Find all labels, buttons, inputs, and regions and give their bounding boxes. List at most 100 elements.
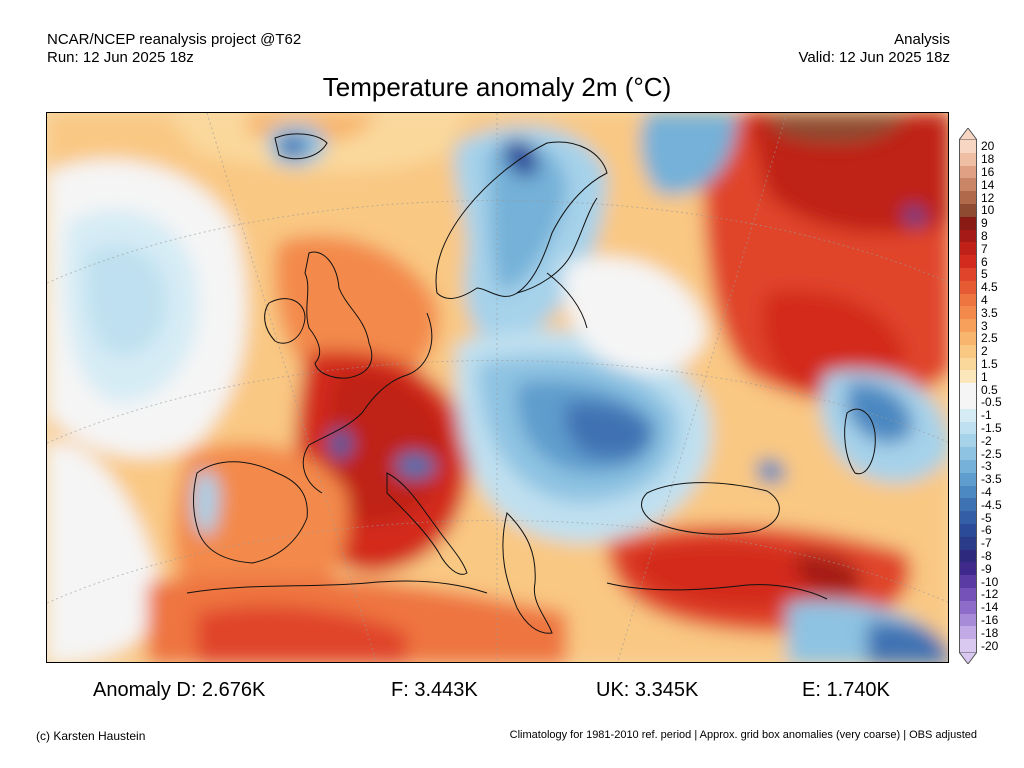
- legend-label: -3.5: [981, 472, 1002, 487]
- legend-swatch: [959, 447, 977, 461]
- legend-label: 10: [981, 203, 995, 218]
- legend-swatch: [959, 280, 977, 295]
- header-right: Analysis Valid: 12 Jun 2025 18z: [798, 31, 950, 67]
- legend-label: -1: [981, 408, 992, 423]
- legend-label: 1.5: [981, 357, 998, 371]
- mode-label: Analysis: [894, 31, 950, 48]
- legend-label: -2: [981, 433, 992, 448]
- legend-swatch: [959, 639, 977, 653]
- legend-swatch: [959, 396, 977, 410]
- legend-label: -1.5: [981, 421, 1002, 435]
- color-legend: 20 18 16 14 12 10 9 8 7 6 5 4.5 4 3.5 3 2.5 2 1.5 1 0.5 -0.5…: [959, 128, 1019, 664]
- legend-top-arrow: [959, 128, 977, 140]
- legend-label: 14: [981, 177, 995, 192]
- legend-swatch: [959, 549, 977, 563]
- legend-swatch: [959, 498, 977, 512]
- anomaly-field: [47, 113, 948, 662]
- legend-label: -9: [981, 561, 992, 576]
- header-left: NCAR/NCEP reanalysis project @T62 Run: 1…: [47, 31, 301, 67]
- legend-swatch: [959, 588, 977, 602]
- legend-label: 3.5: [981, 305, 998, 320]
- legend-swatch: [959, 293, 977, 307]
- legend-label: -12: [981, 587, 999, 602]
- legend-swatch: [959, 600, 977, 615]
- legend-label: 5: [981, 267, 988, 282]
- legend-label: -8: [981, 549, 992, 563]
- legend-swatch: [959, 178, 977, 192]
- legend-swatch: [959, 485, 977, 499]
- legend-swatch: [959, 460, 977, 474]
- legend-label: 0.5: [981, 382, 998, 397]
- legend-label: 16: [981, 165, 995, 179]
- legend-label: 2.5: [981, 331, 998, 346]
- legend-swatch: [959, 229, 977, 243]
- legend-swatch: [959, 562, 977, 576]
- project-label: NCAR/NCEP reanalysis project @T62: [47, 31, 302, 48]
- legend-label: 2: [981, 344, 988, 359]
- legend-swatch: [959, 344, 977, 359]
- stat-uk: UK: 3.345K: [596, 679, 699, 701]
- legend-swatch: [959, 434, 977, 448]
- legend-label: 4.5: [981, 280, 998, 295]
- legend-label: -4: [981, 485, 992, 499]
- footer-credit: (c) Karsten Haustein: [36, 729, 146, 743]
- anomaly-map-canvas: [47, 113, 948, 662]
- legend-swatch: [959, 370, 977, 384]
- legend-swatch: [959, 204, 977, 218]
- legend-label: 12: [981, 190, 995, 205]
- legend-label: -7: [981, 536, 992, 551]
- legend-swatch: [959, 255, 977, 269]
- footer-note: Climatology for 1981-2010 ref. period | …: [509, 729, 977, 741]
- legend-label: 18: [981, 152, 995, 167]
- stat-france: F: 3.443K: [391, 679, 478, 701]
- legend-swatch: [959, 575, 977, 589]
- legend-label: 1: [981, 369, 988, 384]
- legend-bottom-arrow: [959, 652, 977, 664]
- chart-title: Temperature anomaly 2m (°C): [322, 72, 672, 102]
- legend-swatch: [959, 511, 977, 525]
- legend-swatch: [959, 536, 977, 551]
- legend-swatch: [959, 268, 977, 282]
- anomaly-map: [46, 112, 949, 663]
- legend-swatch: [959, 191, 977, 205]
- legend-label: 9: [981, 216, 988, 231]
- coastlines: [186, 133, 876, 634]
- legend-label: 20: [981, 139, 995, 154]
- legend-label: -14: [981, 600, 999, 615]
- legend-swatch: [959, 626, 977, 640]
- legend-label: -3: [981, 459, 992, 474]
- legend-swatch: [959, 357, 977, 371]
- legend-swatch: [959, 319, 977, 333]
- legend-label: 4: [981, 293, 988, 307]
- legend-swatch: [959, 242, 977, 256]
- run-label: Run: 12 Jun 2025 18z: [47, 49, 194, 66]
- stat-england: E: 1.740K: [802, 679, 890, 701]
- legend-swatch: [959, 472, 977, 487]
- legend-label: 7: [981, 241, 988, 256]
- legend-swatch: [959, 165, 977, 179]
- legend-swatch: [959, 140, 977, 154]
- legend-swatch: [959, 408, 977, 423]
- legend-label: -20: [981, 638, 999, 653]
- legend-label: -5: [981, 510, 992, 525]
- legend-swatch: [959, 332, 977, 346]
- legend-swatch: [959, 152, 977, 167]
- graticule: [47, 113, 948, 662]
- legend-swatch: [959, 306, 977, 320]
- legend-label: -2.5: [981, 446, 1002, 461]
- legend-swatch: [959, 421, 977, 435]
- legend-swatch: [959, 613, 977, 627]
- legend-label: 3: [981, 318, 988, 333]
- legend-label: -6: [981, 523, 992, 538]
- legend-label: 8: [981, 229, 988, 243]
- legend-swatch: [959, 216, 977, 231]
- valid-label: Valid: 12 Jun 2025 18z: [798, 49, 950, 66]
- legend-label: 6: [981, 254, 988, 269]
- legend-label: -0.5: [981, 395, 1002, 410]
- legend-swatch: [959, 383, 977, 397]
- legend-label: -18: [981, 625, 999, 640]
- legend-swatch: [959, 524, 977, 538]
- stat-germany: Anomaly D: 2.676K: [93, 679, 266, 701]
- legend-label: -4.5: [981, 497, 1002, 512]
- legend-label: -10: [981, 574, 999, 589]
